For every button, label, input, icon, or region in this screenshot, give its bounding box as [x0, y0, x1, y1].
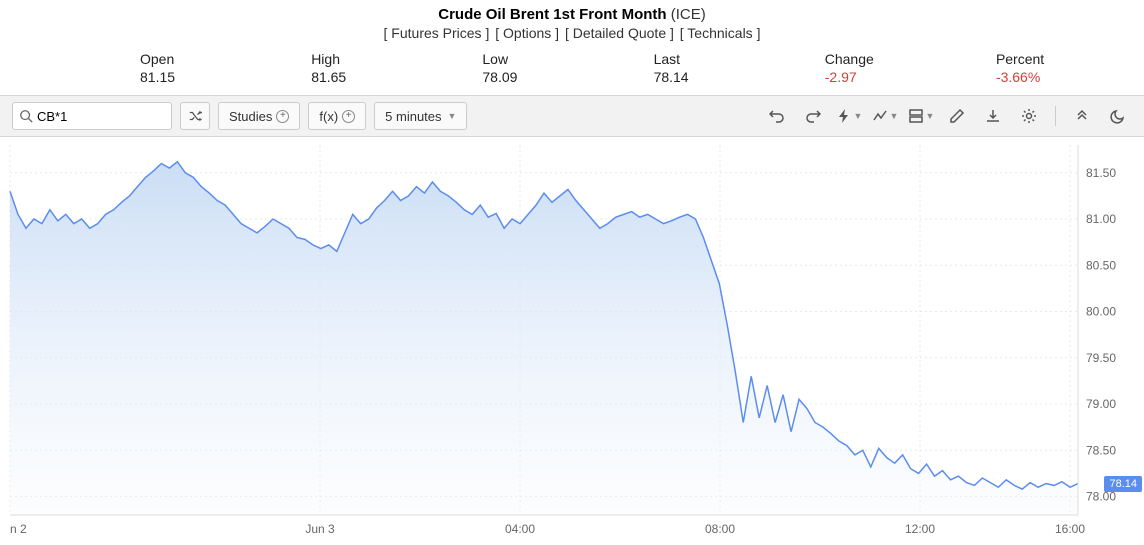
stat-value: -2.97	[825, 69, 925, 85]
interval-label: 5 minutes	[385, 109, 441, 124]
studies-button[interactable]: Studies +	[218, 102, 300, 130]
pencil-icon	[949, 108, 965, 124]
title-row: Crude Oil Brent 1st Front Month (ICE)	[0, 6, 1144, 23]
download-icon	[985, 108, 1001, 124]
svg-text:08:00: 08:00	[705, 522, 735, 536]
stat-value: 78.14	[654, 69, 754, 85]
separator	[1055, 106, 1056, 126]
svg-text:79.50: 79.50	[1086, 351, 1116, 365]
svg-text:80.50: 80.50	[1086, 258, 1116, 272]
svg-text:Jun 3: Jun 3	[305, 522, 335, 536]
stat-last: Last 78.14	[654, 51, 754, 85]
stat-change: Change -2.97	[825, 51, 925, 85]
collapse-button[interactable]	[1068, 102, 1096, 130]
studies-label: Studies	[229, 109, 272, 124]
stat-label: Change	[825, 51, 925, 67]
gear-icon	[1021, 108, 1037, 124]
undo-button[interactable]	[763, 102, 791, 130]
undo-icon	[769, 108, 785, 124]
stat-percent: Percent -3.66%	[996, 51, 1096, 85]
stat-value: 78.09	[482, 69, 582, 85]
chart-type-button[interactable]: ▼	[871, 102, 899, 130]
stat-low: Low 78.09	[482, 51, 582, 85]
events-button[interactable]: ▼	[835, 102, 863, 130]
layout-button[interactable]: ▼	[907, 102, 935, 130]
caret-down-icon: ▼	[448, 111, 457, 121]
title-name: Crude Oil Brent 1st Front Month	[438, 6, 666, 23]
header-link[interactable]: [ Technicals ]	[680, 25, 761, 41]
moon-icon	[1110, 108, 1126, 124]
chart-canvas: 78.00 78.50 79.00 79.50 80.00 80.50 81.00 81.50…	[0, 137, 1144, 545]
header-link[interactable]: [ Detailed Quote ]	[565, 25, 674, 41]
stat-label: Open	[140, 51, 240, 67]
stat-open: Open 81.15	[140, 51, 240, 85]
compare-button[interactable]	[180, 102, 210, 130]
header-link[interactable]: [ Futures Prices ]	[384, 25, 490, 41]
redo-button[interactable]	[799, 102, 827, 130]
stat-label: High	[311, 51, 411, 67]
shuffle-icon	[188, 109, 202, 123]
header-link[interactable]: [ Options ]	[495, 25, 559, 41]
last-price-tag: 78.14	[1104, 476, 1142, 492]
download-button[interactable]	[979, 102, 1007, 130]
layout-icon	[908, 108, 924, 124]
search-icon	[19, 109, 33, 123]
toolbar: Studies + f(x) + 5 minutes ▼ ▼ ▼ ▼	[0, 95, 1144, 137]
plus-icon: +	[276, 110, 289, 123]
svg-text:78.50: 78.50	[1086, 443, 1116, 457]
svg-text:80.00: 80.00	[1086, 305, 1116, 319]
stat-value: -3.66%	[996, 69, 1096, 85]
svg-text:04:00: 04:00	[505, 522, 535, 536]
links-row: [ Futures Prices ] [ Options ] [ Detaile…	[0, 25, 1144, 41]
caret-down-icon: ▼	[926, 111, 935, 121]
header: Crude Oil Brent 1st Front Month (ICE) [ …	[0, 0, 1144, 43]
theme-button[interactable]	[1104, 102, 1132, 130]
svg-text:81.50: 81.50	[1086, 166, 1116, 180]
stat-label: Percent	[996, 51, 1096, 67]
stat-label: Low	[482, 51, 582, 67]
fx-label: f(x)	[319, 109, 338, 124]
svg-text:16:00: 16:00	[1055, 522, 1085, 536]
stat-label: Last	[654, 51, 754, 67]
stat-high: High 81.65	[311, 51, 411, 85]
chart-icon	[872, 108, 888, 124]
svg-text:78.00: 78.00	[1086, 490, 1116, 504]
stat-value: 81.65	[311, 69, 411, 85]
symbol-search[interactable]	[12, 102, 172, 130]
draw-button[interactable]	[943, 102, 971, 130]
caret-down-icon: ▼	[890, 111, 899, 121]
title-exchange: (ICE)	[671, 6, 706, 23]
svg-text:n 2: n 2	[10, 522, 27, 536]
bolt-icon	[836, 108, 852, 124]
svg-text:12:00: 12:00	[905, 522, 935, 536]
svg-text:79.00: 79.00	[1086, 397, 1116, 411]
interval-select[interactable]: 5 minutes ▼	[374, 102, 467, 130]
price-chart[interactable]: 78.00 78.50 79.00 79.50 80.00 80.50 81.00 81.50…	[0, 137, 1144, 545]
stats-row: Open 81.15 High 81.65 Low 78.09 Last 78.14 Chang…	[0, 43, 1144, 95]
plus-icon: +	[342, 110, 355, 123]
chevron-up-double-icon	[1074, 108, 1090, 124]
fx-button[interactable]: f(x) +	[308, 102, 366, 130]
redo-icon	[805, 108, 821, 124]
svg-text:81.00: 81.00	[1086, 212, 1116, 226]
settings-button[interactable]	[1015, 102, 1043, 130]
stat-value: 81.15	[140, 69, 240, 85]
caret-down-icon: ▼	[854, 111, 863, 121]
symbol-input[interactable]	[37, 109, 157, 124]
